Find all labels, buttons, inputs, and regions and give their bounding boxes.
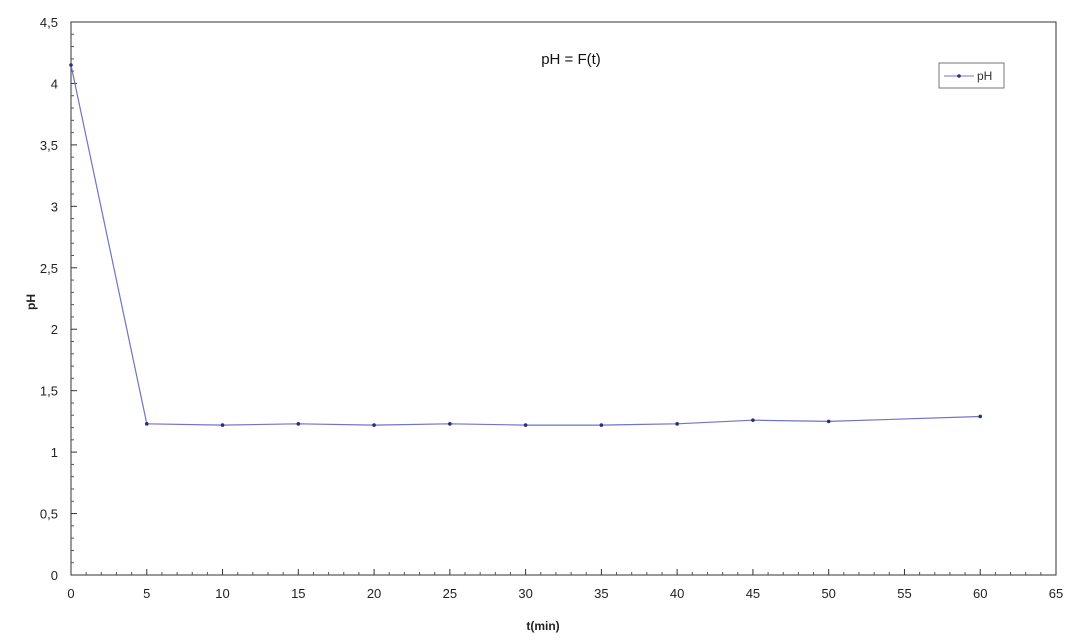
y-tick-label: 1,5: [40, 384, 58, 399]
data-point: [220, 423, 225, 427]
data-point: [448, 422, 452, 426]
legend-label: pH: [977, 69, 992, 83]
y-axis-title: pH: [24, 294, 38, 310]
data-point: [826, 419, 831, 424]
series-line-pH: [70, 64, 981, 426]
x-tick-label: 0: [67, 586, 74, 601]
data-point: [144, 422, 149, 426]
x-tick-label: 25: [443, 586, 457, 601]
series-layer: [69, 63, 983, 427]
data-point: [69, 63, 73, 67]
data-point: [978, 414, 983, 419]
x-tick-label: 30: [518, 586, 532, 601]
data-point: [599, 423, 604, 427]
x-tick-label: 15: [291, 586, 305, 601]
data-point: [372, 423, 376, 427]
chart-title: pH = F(t): [541, 51, 601, 68]
y-axis-ticks: 0 0,5 1 1,5 2 2,5 3 3,5 4 4,5: [40, 15, 77, 583]
x-tick-label: 60: [973, 586, 987, 601]
x-tick-label: 65: [1049, 586, 1063, 601]
y-tick-label: 1: [51, 445, 58, 460]
y-tick-label: 0: [51, 568, 58, 583]
y-tick-label: 0,5: [40, 507, 58, 522]
y-tick-label: 2,5: [40, 261, 58, 276]
y-tick-label: 4,5: [40, 15, 58, 30]
x-tick-label: 50: [821, 586, 835, 601]
x-tick-label: 45: [746, 586, 760, 601]
data-point: [296, 422, 301, 426]
x-tick-label: 10: [215, 586, 229, 601]
x-tick-label: 40: [670, 586, 684, 601]
y-tick-label: 3: [51, 199, 58, 214]
y-tick-label: 4: [51, 76, 58, 91]
x-tick-label: 20: [367, 586, 381, 601]
x-tick-label: 5: [143, 586, 150, 601]
plot-area: [70, 21, 1057, 576]
data-point: [675, 422, 679, 426]
x-axis-title: t(min): [526, 619, 559, 633]
data-point: [751, 418, 755, 422]
x-axis-ticks: 0 5 10 15 20 25 30 35 40 45 50 55 60 65: [67, 569, 1063, 601]
y-tick-label: 2: [51, 322, 58, 337]
x-tick-label: 35: [594, 586, 608, 601]
data-point: [523, 423, 528, 427]
legend: pH: [938, 62, 1005, 89]
y-tick-label: 3,5: [40, 138, 58, 153]
legend-marker-swatch: [957, 74, 961, 78]
x-tick-label: 55: [897, 586, 911, 601]
